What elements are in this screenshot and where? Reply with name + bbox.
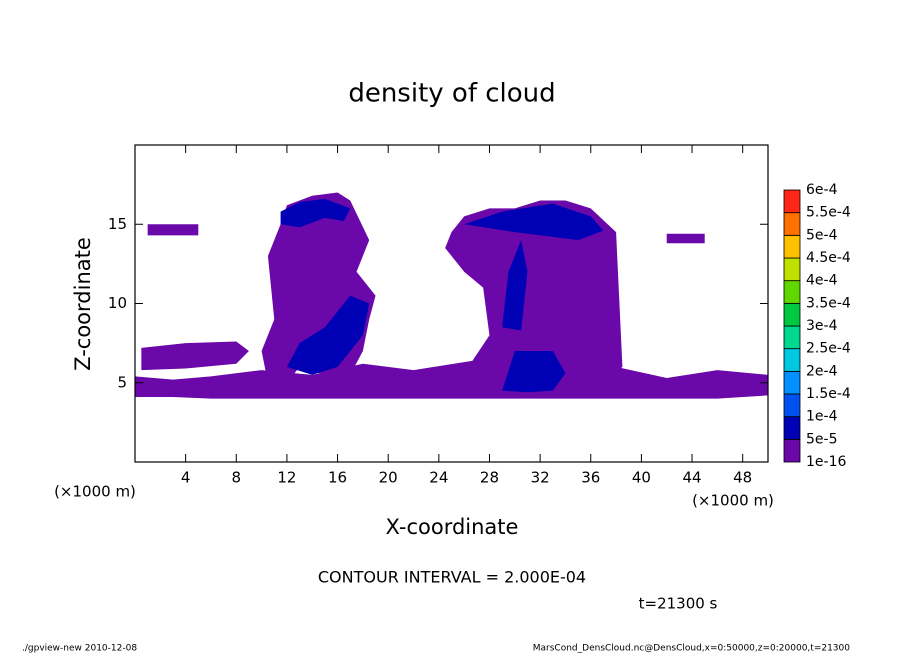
colorbar-label: 5e-4	[806, 227, 838, 243]
contour-region	[464, 203, 604, 241]
contour-region	[445, 200, 623, 383]
x-axis-label: X-coordinate	[386, 515, 519, 539]
colorbar-band	[783, 234, 801, 259]
plot-frame	[134, 144, 769, 463]
colorbar-band	[783, 348, 801, 372]
x-tick-label: 24	[429, 469, 448, 487]
x-tick-label: 32	[531, 469, 550, 487]
colorbar-band	[783, 302, 801, 327]
contour-region	[666, 233, 705, 244]
y-tick-label: 10	[108, 294, 127, 312]
colorbar-label: 1.5e-4	[806, 386, 851, 402]
time-label: t=21300 s	[639, 595, 718, 613]
footer-left: ./gpview-new 2010-12-08	[22, 644, 137, 654]
contour-interval: CONTOUR INTERVAL = 2.000E-04	[318, 568, 586, 587]
x-tick-label: 36	[581, 469, 600, 487]
contour-region	[147, 224, 199, 236]
x-tick-label: 20	[379, 469, 398, 487]
contour-region	[502, 240, 528, 331]
colorbar-band	[783, 438, 801, 463]
colorbar-label: 6e-4	[806, 182, 838, 198]
contour-region	[141, 341, 249, 371]
colorbar-label: 4e-4	[806, 273, 838, 289]
x-tick-label: 8	[232, 469, 242, 487]
y-unit: (×1000 m)	[54, 483, 136, 501]
colorbar-label: 2e-4	[806, 363, 838, 379]
x-unit: (×1000 m)	[692, 492, 774, 510]
colorbar-label: 1e-4	[806, 409, 838, 425]
colorbar-band	[783, 393, 801, 418]
colorbar-band	[783, 416, 801, 440]
colorbar-label: 3e-4	[806, 318, 838, 334]
colorbar-label: 3.5e-4	[806, 295, 851, 311]
x-tick-label: 48	[733, 469, 752, 487]
colorbar-band	[783, 325, 801, 350]
x-tick-label: 28	[480, 469, 499, 487]
contour-region	[286, 295, 370, 375]
x-tick-label: 40	[632, 469, 651, 487]
contour-region	[135, 354, 768, 399]
colorbar-label: 5.5e-4	[806, 205, 851, 221]
colorbar-label: 2.5e-4	[806, 341, 851, 357]
colorbar-band	[783, 212, 801, 236]
chart-title: density of cloud	[348, 79, 555, 109]
colorbar-label: 5e-5	[806, 431, 837, 447]
colorbar-band	[783, 257, 801, 282]
colorbar-label: 1e-16	[806, 454, 846, 470]
colorbar-band	[783, 280, 801, 304]
y-tick-label: 5	[117, 373, 127, 391]
colorbar-band	[783, 189, 801, 214]
x-tick-label: 4	[181, 469, 191, 487]
x-tick-label: 12	[277, 469, 296, 487]
y-axis-label: Z-coordinate	[71, 237, 95, 371]
colorbar-band	[783, 370, 801, 395]
footer-right: MarsCond_DensCloud.nc@DensCloud,x=0:5000…	[533, 644, 850, 654]
colorbar-label: 4.5e-4	[806, 250, 851, 266]
contour-region	[280, 198, 351, 228]
y-tick-label: 15	[108, 215, 127, 233]
contour-region	[502, 351, 566, 393]
x-tick-label: 44	[682, 469, 701, 487]
x-tick-label: 16	[328, 469, 347, 487]
